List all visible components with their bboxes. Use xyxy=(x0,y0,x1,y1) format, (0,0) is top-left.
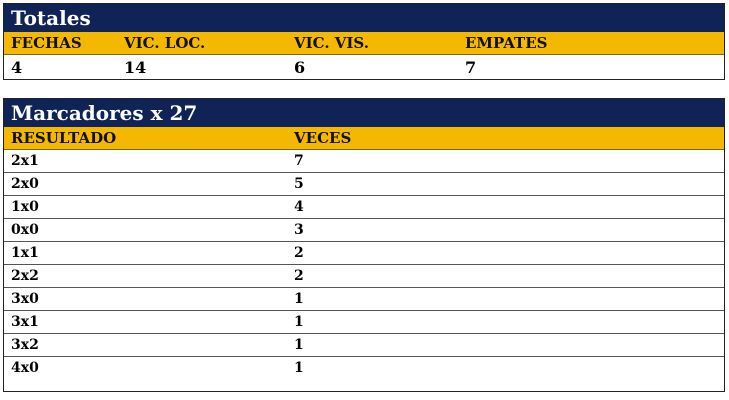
table-row: 4x0 1 xyxy=(4,357,724,380)
veces-cell: 2 xyxy=(294,245,304,261)
marcadores-header-row: RESULTADO VECES xyxy=(4,127,724,150)
totales-title: Totales xyxy=(4,4,724,32)
header-vic-loc: VIC. LOC. xyxy=(124,34,206,52)
marcadores-title: Marcadores x 27 xyxy=(4,99,724,127)
resultado-cell: 3x1 xyxy=(11,314,39,330)
marcadores-table-body: 2x1 7 2x0 5 1x0 4 0x0 3 1x1 2 2x2 2 3x0 … xyxy=(4,150,724,380)
value-vic-vis: 6 xyxy=(294,58,306,77)
veces-cell: 1 xyxy=(294,337,304,353)
veces-cell: 1 xyxy=(294,291,304,307)
veces-cell: 7 xyxy=(294,153,304,169)
table-row: 3x1 1 xyxy=(4,311,724,334)
header-vic-vis: VIC. VIS. xyxy=(294,34,369,52)
marcadores-panel: Marcadores x 27 RESULTADO VECES 2x1 7 2x… xyxy=(3,98,725,392)
resultado-cell: 2x0 xyxy=(11,176,39,192)
veces-cell: 1 xyxy=(294,360,304,376)
resultado-cell: 3x2 xyxy=(11,337,39,353)
table-row: 1x1 2 xyxy=(4,242,724,265)
resultado-cell: 3x0 xyxy=(11,291,39,307)
table-row: 2x2 2 xyxy=(4,265,724,288)
resultado-cell: 4x0 xyxy=(11,360,39,376)
value-fechas: 4 xyxy=(11,58,23,77)
table-row: 1x0 4 xyxy=(4,196,724,219)
veces-cell: 2 xyxy=(294,268,304,284)
table-row: 0x0 3 xyxy=(4,219,724,242)
header-veces: VECES xyxy=(294,129,352,147)
value-vic-loc: 14 xyxy=(124,58,147,77)
totales-values-row: 4 14 6 7 xyxy=(4,55,724,81)
header-fechas: FECHAS xyxy=(11,34,82,52)
table-row: 3x0 1 xyxy=(4,288,724,311)
table-row: 3x2 1 xyxy=(4,334,724,357)
header-empates: EMPATES xyxy=(465,34,548,52)
resultado-cell: 2x2 xyxy=(11,268,39,284)
value-empates: 7 xyxy=(465,58,477,77)
header-resultado: RESULTADO xyxy=(11,129,117,147)
table-row: 2x1 7 xyxy=(4,150,724,173)
totales-panel: Totales FECHAS VIC. LOC. VIC. VIS. EMPAT… xyxy=(3,3,725,80)
veces-cell: 1 xyxy=(294,314,304,330)
resultado-cell: 2x1 xyxy=(11,153,39,169)
veces-cell: 5 xyxy=(294,176,304,192)
resultado-cell: 1x0 xyxy=(11,199,39,215)
table-row: 2x0 5 xyxy=(4,173,724,196)
veces-cell: 3 xyxy=(294,222,304,238)
veces-cell: 4 xyxy=(294,199,304,215)
resultado-cell: 1x1 xyxy=(11,245,39,261)
resultado-cell: 0x0 xyxy=(11,222,39,238)
totales-header-row: FECHAS VIC. LOC. VIC. VIS. EMPATES xyxy=(4,32,724,55)
